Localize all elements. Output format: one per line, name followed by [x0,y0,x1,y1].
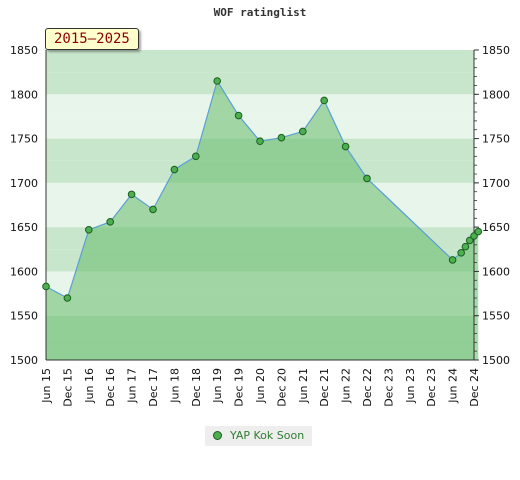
x-tick-label: Dec 23 [425,368,438,407]
x-tick-label: Dec 23 [382,368,395,407]
chart-title: WOF ratinglist [213,6,307,19]
y-tick-label-right: 1600 [482,265,510,278]
data-point[interactable] [85,226,93,234]
data-point[interactable] [277,133,286,142]
x-tick-label: Jun 23 [404,368,417,404]
y-tick-label-left: 1600 [10,265,38,278]
data-point[interactable] [256,137,264,146]
y-tick-label-left: 1550 [10,310,38,323]
period-badge: 2015–2025 [45,28,139,50]
y-tick-label-right: 1650 [482,221,510,234]
y-tick-label-left: 1500 [10,354,38,367]
y-tick-label-left: 1750 [10,133,38,146]
x-tick-label: Jun 20 [254,368,267,404]
x-tick-label: Dec 19 [233,368,246,407]
y-tick-label-left: 1700 [10,177,38,190]
legend[interactable]: YAP Kok Soon [205,426,313,446]
data-point[interactable] [106,218,114,226]
data-point[interactable] [213,77,221,85]
data-point[interactable] [457,249,465,257]
x-tick-label: Dec 17 [147,368,160,407]
x-tick-label: Jun 24 [447,368,460,404]
series-area [46,81,479,360]
data-point[interactable] [299,127,307,136]
data-point[interactable] [149,205,157,214]
legend-label: YAP Kok Soon [230,429,305,442]
x-tick-label: Jun 19 [211,368,224,404]
data-point[interactable] [127,190,136,199]
axes [45,50,475,361]
band [46,116,474,139]
x-axis: Jun 15 Dec 15 Jun 16 Dec 16 Jun 17 Dec 17 Jun … [40,368,481,407]
data-point[interactable] [170,165,179,174]
y-tick-label-right: 1500 [482,354,510,367]
band [46,94,474,117]
data-point[interactable] [448,256,457,264]
y-tick-label-left: 1800 [10,88,38,101]
y-tick-label-left: 1850 [10,44,38,57]
y-tick-label-right: 1750 [482,133,510,146]
y-tick-label-right: 1550 [482,310,510,323]
data-point[interactable] [192,152,200,161]
y-tick-label-right: 1850 [482,44,510,57]
x-tick-label: Dec 18 [190,368,203,407]
data-point[interactable] [42,282,50,291]
x-tick-label: Jun 15 [40,368,53,404]
data-markers [42,77,483,302]
data-point[interactable] [470,232,478,240]
data-point[interactable] [461,242,470,251]
x-tick-label: Dec 16 [104,368,117,407]
x-tick-label: Dec 21 [318,368,331,407]
data-point[interactable] [63,294,72,302]
data-point[interactable] [234,111,243,120]
band [46,72,474,95]
x-tick-label: Jun 21 [297,368,310,404]
data-point[interactable] [465,236,474,245]
data-point[interactable] [363,174,371,183]
x-tick-label: Dec 20 [275,368,288,407]
legend-marker-icon [213,431,222,440]
x-tick-label: Jun 18 [168,368,181,404]
x-tick-label: Dec 22 [361,368,374,407]
x-tick-label: Dec 24 [468,368,481,407]
left-y-axis: 1500 1550 1600 1650 1700 1750 1800 1850 [10,44,38,367]
x-tick-label: Jun 16 [83,368,96,404]
y-tick-label-right: 1700 [482,177,510,190]
right-y-axis: 1500 1550 1600 1650 1700 1750 1800 1850 [474,44,510,367]
data-point[interactable] [474,227,483,236]
y-tick-label-right: 1800 [482,88,510,101]
data-point[interactable] [320,96,329,105]
y-tick-label-left: 1650 [10,221,38,234]
x-tick-label: Jun 22 [340,368,353,404]
x-tick-label: Dec 15 [61,368,74,407]
data-point[interactable] [341,142,350,151]
band [46,50,474,73]
x-tick-label: Jun 17 [126,368,139,404]
